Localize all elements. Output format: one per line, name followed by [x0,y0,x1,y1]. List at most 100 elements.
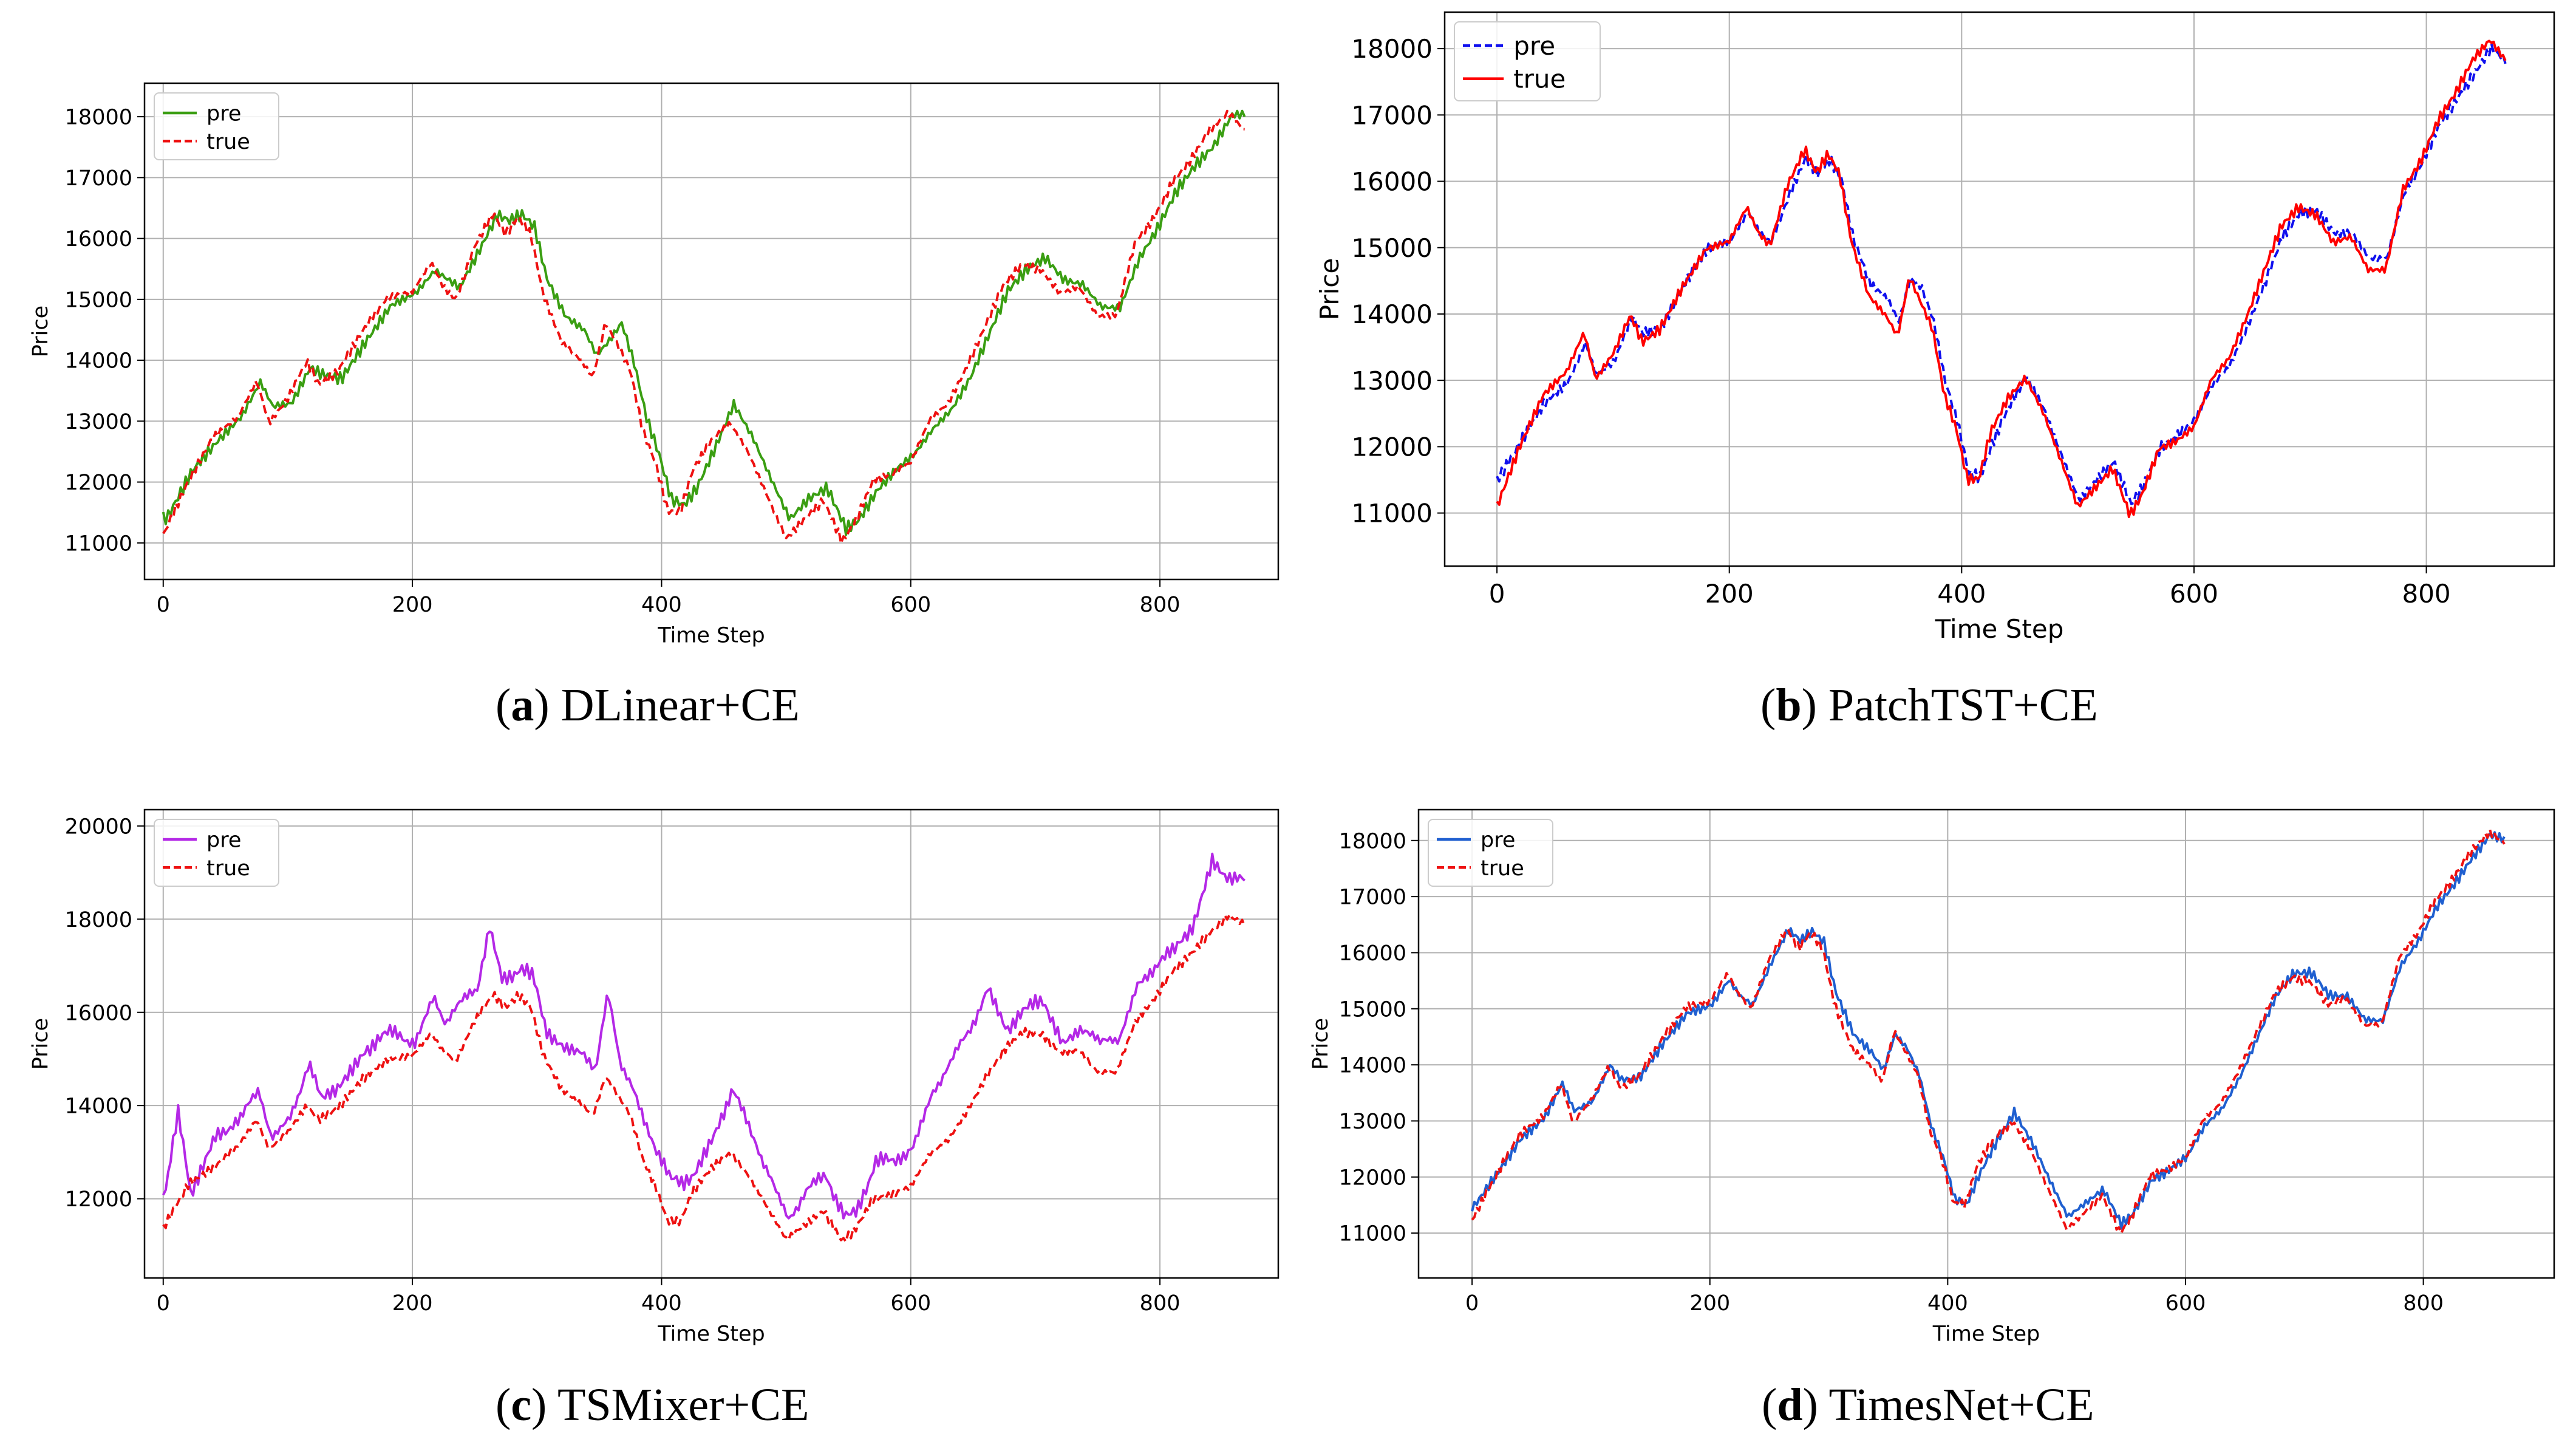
y-tick-label: 16000 [1351,167,1433,197]
chart-b: 0 200 400 600 800 11000 12000 13000 14000 15000 16… [1315,11,2555,644]
x-tick-label: 400 [1927,1291,1968,1316]
caption-b: (b) PatchTST+CE [1760,680,2098,731]
y-tick-label: 12000 [65,1187,132,1212]
y-tick-label: 16000 [65,1001,132,1025]
y-tick-label: 18000 [65,908,132,932]
chart-c: 0 200 400 600 800 12000 14000 16000 18000 20000 Ti… [29,808,1279,1347]
caption-d: (d) TimesNet+CE [1762,1379,2094,1430]
y-tick-label: 12000 [65,471,132,495]
x-tick-label: 400 [1937,579,1986,609]
chart-a: 0 200 400 600 800 11000 12000 13000 14000 15000 16… [29,82,1279,648]
legend-box [154,92,279,160]
x-tick-label: 600 [2165,1291,2206,1316]
legend: pre true [154,819,279,887]
axes-frame [143,82,1279,581]
y-axis-label: Price [1309,1018,1333,1070]
y-tick-label: 15000 [65,288,132,312]
series-true-line [1471,828,2506,1235]
y-tick-label: 11000 [1339,1222,1406,1246]
panel-b: 0 200 400 600 800 11000 12000 13000 14000 15000 16… [1288,0,2576,731]
panel-d: 0 200 400 600 800 11000 12000 13000 14000 15000 16… [1288,723,2576,1445]
x-tick-label: 0 [1465,1291,1479,1316]
x-tick-label: 0 [157,593,170,617]
series-true-line [162,109,1245,545]
y-tick-label: 18000 [1339,829,1406,853]
caption-label: b [1776,680,1802,731]
x-tick-label: 800 [1140,593,1181,617]
legend-label-true: true [1513,64,1566,94]
legend: pre true [154,92,279,160]
legend: pre true [1428,819,1553,887]
y-tick-label: 17000 [1351,100,1433,130]
y-tick-label: 11000 [1351,499,1433,528]
legend-label-pre: pre [206,828,241,853]
axes-frame [143,808,1279,1279]
legend-label-pre: pre [1481,828,1515,853]
x-tick-label: 800 [2402,579,2450,609]
legend-label-pre: pre [1513,31,1555,61]
x-tick-label: 0 [157,1291,170,1316]
grid [1445,12,2554,566]
legend-box [1428,819,1553,887]
caption-label: a [511,680,534,731]
panel-c: 0 200 400 600 800 12000 14000 16000 18000 20000 Ti… [0,723,1288,1445]
y-axis-label: Price [1315,258,1344,320]
legend-label-true: true [1481,856,1524,881]
x-tick-label: 800 [1140,1291,1181,1316]
y-tick-label: 16000 [1339,941,1406,966]
caption-text: TimesNet+CE [1828,1379,2094,1430]
legend-label-pre: pre [206,102,241,126]
caption-label: c [511,1379,532,1430]
x-tick-label: 200 [1689,1291,1730,1316]
x-axis-label: Time Step [657,1322,765,1347]
series-pre-line [1496,43,2507,505]
y-tick-label: 15000 [1339,997,1406,1022]
y-tick-label: 17000 [1339,886,1406,910]
legend-label-true: true [206,856,250,881]
y-tick-label: 14000 [65,349,132,374]
grid [145,83,1278,579]
x-tick-label: 400 [641,593,682,617]
x-tick-label: 600 [890,593,931,617]
y-tick-label: 20000 [65,815,132,839]
legend-label-true: true [206,130,250,154]
x-tick-label: 600 [2170,579,2218,609]
x-tick-label: 0 [1489,579,1505,609]
x-tick-label: 400 [641,1291,682,1316]
y-tick-label: 15000 [1351,233,1433,263]
y-tick-label: 13000 [65,410,132,434]
y-tick-label: 13000 [1339,1110,1406,1134]
x-tick-label: 600 [890,1291,931,1316]
y-tick-label: 17000 [65,166,132,191]
y-tick-label: 11000 [65,531,132,556]
chart-d: 0 200 400 600 800 11000 12000 13000 14000 15000 16… [1309,808,2555,1347]
y-axis-label: Price [29,1018,53,1070]
series-pre-line [162,109,1246,536]
y-tick-label: 12000 [1339,1166,1406,1190]
x-tick-label: 200 [1705,579,1754,609]
y-tick-label: 14000 [1339,1054,1406,1078]
legend-box [154,819,279,887]
caption-text: PatchTST+CE [1828,680,2098,731]
caption-label: d [1777,1379,1803,1430]
axes-frame [1417,808,2555,1279]
y-axis-label: Price [29,306,53,357]
grid [1419,810,2554,1278]
x-tick-label: 800 [2403,1291,2444,1316]
x-axis-label: Time Step [1932,1322,2040,1347]
x-axis-label: Time Step [657,624,765,648]
y-tick-label: 18000 [65,106,132,130]
y-tick-label: 18000 [1351,34,1433,64]
legend-box [1454,21,1601,101]
y-tick-label: 14000 [1351,299,1433,329]
series-pre-line [162,852,1245,1220]
x-tick-label: 200 [392,1291,433,1316]
axes-frame [1443,11,2555,567]
caption-text: TSMixer+CE [557,1379,809,1430]
x-axis-label: Time Step [1935,614,2064,644]
series-true-line [162,913,1246,1243]
series-pre-line [1471,831,2506,1230]
y-tick-label: 13000 [1351,366,1433,395]
grid [145,810,1278,1278]
